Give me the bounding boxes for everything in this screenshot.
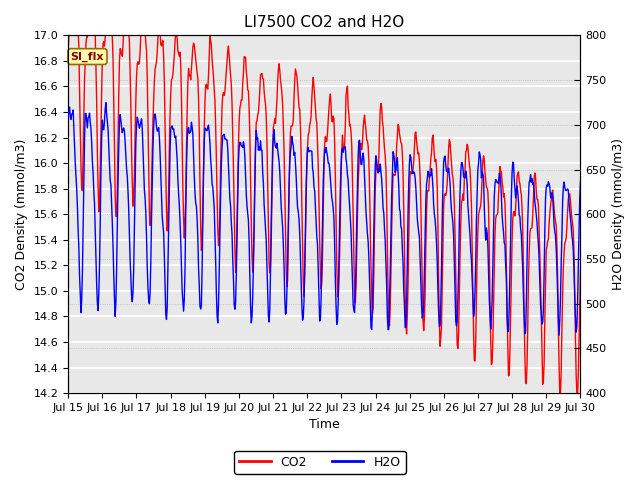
Y-axis label: H2O Density (mmol/m3): H2O Density (mmol/m3) [612,138,625,290]
Y-axis label: CO2 Density (mmol/m3): CO2 Density (mmol/m3) [15,139,28,290]
X-axis label: Time: Time [309,419,340,432]
Legend: CO2, H2O: CO2, H2O [234,451,406,474]
Title: LI7500 CO2 and H2O: LI7500 CO2 and H2O [244,15,404,30]
Text: SI_flx: SI_flx [70,51,104,62]
